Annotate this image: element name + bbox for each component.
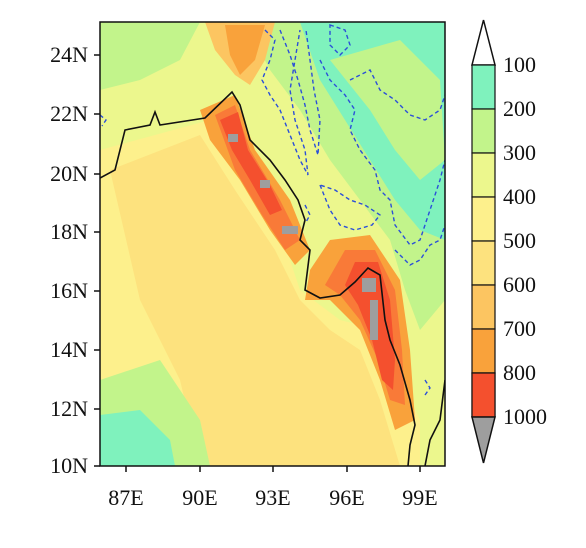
- colorbar-label: 200: [503, 96, 536, 121]
- lat-tick-label: 14N: [50, 337, 88, 362]
- colorbar-label: 700: [503, 316, 536, 341]
- colorbar-label: 100: [503, 52, 536, 77]
- colorbar: 100 200 300 400 500 600 700 800 1000: [471, 19, 547, 464]
- lon-axis: 87E 90E 93E 96E 99E: [108, 466, 438, 510]
- lat-tick-label: 16N: [50, 278, 88, 303]
- colorbar-label: 300: [503, 140, 536, 165]
- lat-tick-label: 10N: [50, 453, 88, 478]
- lon-tick-label: 93E: [255, 485, 290, 510]
- colorbar-extend-top: [471, 19, 496, 66]
- colorbar-label: 800: [503, 360, 536, 385]
- colorbar-segment: [471, 328, 496, 374]
- colorbar-segment: [471, 284, 496, 330]
- colorbar-label: 600: [503, 272, 536, 297]
- colorbar-segment: [471, 152, 496, 198]
- lon-tick-label: 99E: [402, 485, 437, 510]
- lat-tick-label: 18N: [50, 219, 88, 244]
- colorbar-segment: [471, 240, 496, 286]
- lat-tick-label: 12N: [50, 396, 88, 421]
- lon-tick-label: 96E: [329, 485, 364, 510]
- map-panel: [99, 21, 446, 467]
- lat-tick-label: 22N: [50, 101, 88, 126]
- colorbar-label: 500: [503, 228, 536, 253]
- colorbar-segment: [471, 196, 496, 242]
- lon-tick-label: 87E: [108, 485, 143, 510]
- colorbar-segment: [471, 64, 496, 110]
- colorbar-label: 400: [503, 184, 536, 209]
- lat-tick-label: 20N: [50, 161, 88, 186]
- colorbar-label: 1000: [503, 404, 547, 429]
- colorbar-extend-bottom: [471, 416, 496, 464]
- map-field: [100, 22, 445, 466]
- lat-tick-label: 24N: [50, 42, 88, 67]
- colorbar-segment: [471, 108, 496, 154]
- colorbar-segment: [471, 372, 496, 418]
- lon-tick-label: 90E: [182, 485, 217, 510]
- lat-axis: 24N 22N 20N 18N 16N 14N 12N 10N: [50, 42, 100, 478]
